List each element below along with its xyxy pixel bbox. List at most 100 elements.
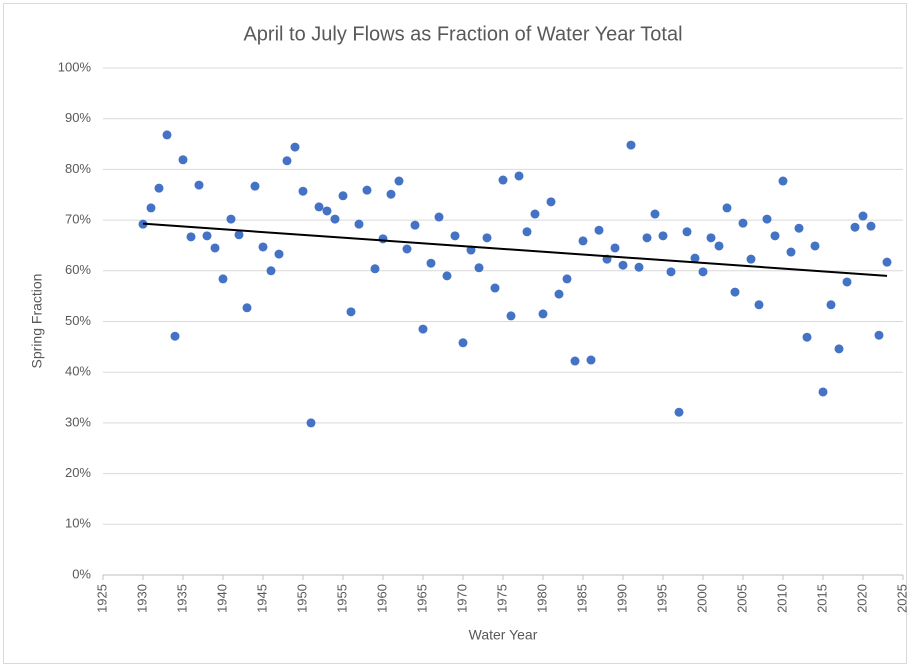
point — [642, 233, 652, 243]
x-tick-label: 1970 — [454, 584, 469, 613]
point — [314, 202, 324, 212]
point — [658, 231, 668, 241]
point — [218, 274, 228, 284]
point — [754, 300, 764, 310]
point — [298, 186, 308, 196]
point — [354, 219, 364, 229]
point — [282, 156, 292, 166]
y-tick-label: 20% — [65, 465, 91, 480]
y-tick-label: 80% — [65, 161, 91, 176]
point — [698, 267, 708, 277]
point — [618, 260, 628, 270]
x-tick-label: 1955 — [334, 584, 349, 613]
x-tick-label: 2020 — [854, 584, 869, 613]
point — [666, 267, 676, 277]
x-tick-label: 1990 — [614, 584, 629, 613]
y-tick-label: 100% — [58, 59, 92, 74]
point — [202, 231, 212, 241]
trendline — [142, 222, 888, 277]
x-tick-label: 2000 — [694, 584, 709, 613]
y-tick-label: 30% — [65, 414, 91, 429]
point — [690, 253, 700, 263]
y-tick-label: 10% — [65, 516, 91, 531]
point — [410, 220, 420, 230]
point — [778, 176, 788, 186]
point — [338, 191, 348, 201]
point — [498, 175, 508, 185]
y-tick-label: 50% — [65, 313, 91, 328]
point — [610, 243, 620, 253]
point — [746, 254, 756, 264]
point — [378, 234, 388, 244]
point — [146, 203, 156, 213]
y-tick-label: 60% — [65, 262, 91, 277]
point — [634, 262, 644, 272]
x-tick-label: 1995 — [654, 584, 669, 613]
point — [738, 218, 748, 228]
point — [858, 211, 868, 221]
point — [482, 233, 492, 243]
point — [850, 222, 860, 232]
point — [274, 249, 284, 259]
x-tick-label: 1980 — [534, 584, 549, 613]
x-tick-label: 1985 — [574, 584, 589, 613]
chart-border — [3, 3, 907, 664]
point — [826, 300, 836, 310]
point — [538, 309, 548, 319]
x-tick-label: 2015 — [814, 584, 829, 613]
point — [794, 223, 804, 233]
point — [266, 266, 276, 276]
point — [834, 344, 844, 354]
point — [402, 244, 412, 254]
point — [706, 233, 716, 243]
x-tick-label: 1950 — [294, 584, 309, 613]
point — [674, 407, 684, 417]
point — [418, 324, 428, 334]
point — [370, 264, 380, 274]
point — [394, 176, 404, 186]
x-tick-label: 2025 — [894, 584, 909, 613]
point — [594, 225, 604, 235]
point — [578, 236, 588, 246]
x-tick-label: 1960 — [374, 584, 389, 613]
x-tick-label: 1945 — [254, 584, 269, 613]
point — [722, 203, 732, 213]
point — [178, 155, 188, 165]
point — [306, 418, 316, 428]
point — [434, 212, 444, 222]
point — [874, 330, 884, 340]
point — [730, 287, 740, 297]
y-tick-label: 70% — [65, 212, 91, 227]
point — [506, 311, 516, 321]
point — [258, 242, 268, 252]
point — [554, 289, 564, 299]
point — [186, 232, 196, 242]
point — [474, 263, 484, 273]
chart-title: April to July Flows as Fraction of Water… — [243, 23, 682, 45]
point — [530, 209, 540, 219]
point — [522, 227, 532, 237]
point — [882, 257, 892, 267]
point — [386, 189, 396, 199]
x-tick-label: 1940 — [214, 584, 229, 613]
point — [714, 241, 724, 251]
point — [490, 283, 500, 293]
y-tick-label: 90% — [65, 110, 91, 125]
point — [786, 247, 796, 257]
x-tick-label: 1925 — [94, 584, 109, 613]
x-tick-label: 1965 — [414, 584, 429, 613]
point — [762, 214, 772, 224]
point — [546, 197, 556, 207]
y-axis-title: Spring Fraction — [29, 274, 45, 369]
point — [682, 227, 692, 237]
y-tick-label: 40% — [65, 364, 91, 379]
point — [170, 331, 180, 341]
point — [842, 277, 852, 287]
x-tick-label: 2005 — [734, 584, 749, 613]
point — [458, 338, 468, 348]
point — [514, 171, 524, 181]
point — [242, 303, 252, 313]
x-tick-label: 2010 — [774, 584, 789, 613]
x-tick-label: 1930 — [134, 584, 149, 613]
